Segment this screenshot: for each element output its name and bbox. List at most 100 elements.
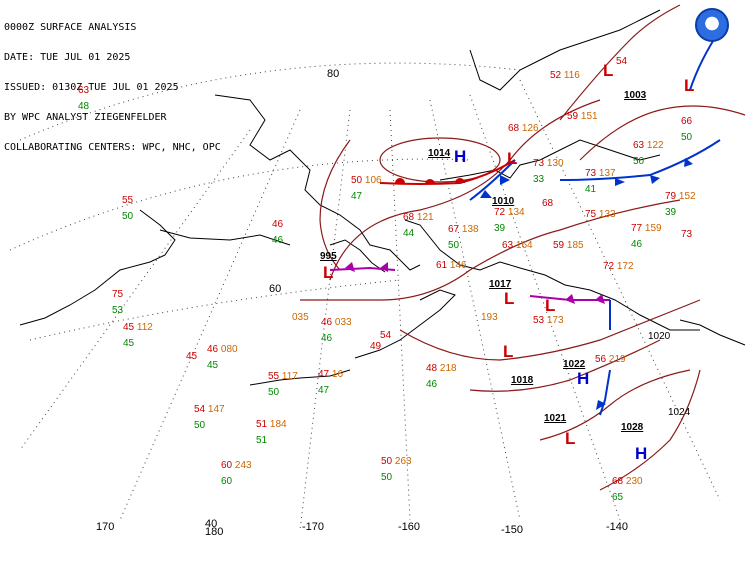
- station-dewpoint: 46: [321, 333, 333, 344]
- station-pressure: 116: [563, 70, 580, 81]
- graticule: [9, 62, 721, 531]
- station-pressure: 243: [234, 460, 252, 471]
- lon-label-minus140: -140: [606, 521, 629, 533]
- station-plot: 46 080 45: [207, 345, 238, 371]
- station-plot: 46 033 46: [321, 318, 352, 344]
- station-pressure: 159: [644, 223, 662, 234]
- station-pressure: 263: [394, 456, 412, 467]
- station-plot: 63 48: [78, 86, 89, 112]
- station-temp: 45: [123, 322, 135, 333]
- station-dewpoint: 46: [272, 235, 284, 246]
- station-plot: 63 122 50: [633, 141, 664, 167]
- station-pressure: 112: [136, 322, 153, 333]
- header-line-title: 0000Z SURFACE ANALYSIS: [4, 22, 137, 33]
- station-pressure: 121: [416, 212, 434, 223]
- station-plot: 53 173: [533, 316, 564, 326]
- station-plot: 45: [186, 352, 197, 362]
- station-temp: 59: [553, 240, 565, 251]
- high-pressure-symbol: H: [577, 369, 590, 388]
- station-pressure: 122: [646, 140, 664, 151]
- station-dewpoint: 46: [426, 379, 438, 390]
- station-dewpoint: 39: [494, 223, 506, 234]
- station-temp: 55: [122, 195, 134, 206]
- station-temp: 75: [585, 209, 597, 220]
- station-plot: 60 243 60: [221, 461, 252, 487]
- pressure-center-value: 995: [320, 251, 337, 262]
- station-plot: 73 130 33: [533, 159, 564, 185]
- station-dewpoint: 50: [194, 420, 206, 431]
- station-dewpoint: 46: [631, 239, 643, 250]
- station-plot: 75 133: [585, 210, 616, 220]
- header-line-centers: COLLABORATING CENTERS: WPC, NHC, OPC: [4, 142, 221, 153]
- station-plot: 75 53: [112, 290, 123, 316]
- station-temp: 73: [533, 158, 545, 169]
- low-pressure-symbol: L: [565, 429, 576, 448]
- isobar-label: 1024: [668, 407, 691, 418]
- station-pressure: 184: [269, 419, 287, 430]
- station-temp: 61: [436, 260, 448, 271]
- station-pressure: 219: [608, 354, 626, 365]
- station-temp: 68: [612, 476, 624, 487]
- station-temp: 59: [567, 111, 579, 122]
- station-plot: 73 137 41: [585, 169, 616, 195]
- station-dewpoint: 60: [221, 476, 233, 487]
- header-line-issued: ISSUED: 0130Z TUE JUL 01 2025: [4, 82, 179, 93]
- lon-label-180: 180: [205, 526, 224, 538]
- station-temp: 50: [351, 175, 363, 186]
- isobars: [299, 4, 746, 491]
- front-symbols: [345, 158, 693, 410]
- station-plot: 56 219: [595, 355, 626, 365]
- station-plot: 59 151: [567, 112, 598, 122]
- cold-front-line-3: [559, 139, 721, 181]
- station-plot: 72 172: [603, 262, 634, 272]
- station-temp: 68: [403, 212, 415, 223]
- station-plot: 55 50: [122, 196, 133, 222]
- station-plot: 67 138 50: [448, 225, 479, 251]
- lat-label-80: 80: [327, 68, 340, 80]
- lon-label-minus150: -150: [501, 524, 524, 536]
- station-plot: 50 106 47: [351, 176, 382, 202]
- lon-label-minus160: -160: [398, 521, 421, 533]
- low-pressure-symbol: L: [545, 296, 556, 315]
- station-temp: 63: [633, 140, 645, 151]
- station-temp: 50: [381, 456, 393, 467]
- station-dewpoint: 50: [681, 132, 693, 143]
- pressure-center-value: 1014: [428, 148, 451, 159]
- station-dewpoint: 45: [207, 360, 219, 371]
- station-pressure: 106: [364, 175, 382, 186]
- lon-label-minus170: -170: [302, 521, 325, 533]
- station-temp: 73: [681, 229, 693, 240]
- cold-front-line: [469, 159, 516, 201]
- station-plot: 49: [370, 342, 381, 352]
- station-temp: 48: [426, 363, 438, 374]
- station-temp: 45: [186, 351, 198, 362]
- station-plot: 68 230 65: [612, 477, 643, 503]
- station-plot: 50 263 50: [381, 457, 412, 483]
- station-pressure: 033: [334, 317, 352, 328]
- station-dewpoint: 39: [665, 207, 677, 218]
- header-line-date: DATE: TUE JUL 01 2025: [4, 52, 131, 63]
- station-pressure: 193: [481, 312, 498, 323]
- low-pressure-symbol: L: [323, 263, 334, 282]
- pressure-center-value: 1028: [621, 422, 644, 433]
- low-pressure-symbol: L: [507, 149, 518, 168]
- high-pressure-symbol: H: [635, 444, 648, 463]
- station-plot: 47 16 47: [318, 370, 343, 396]
- station-dewpoint: 47: [318, 385, 330, 396]
- station-pressure: 134: [507, 207, 525, 218]
- station-plot: 68: [542, 199, 553, 209]
- station-plot: 035: [292, 313, 309, 323]
- station-dewpoint: 50: [122, 211, 134, 222]
- station-plot: 72 134 39: [494, 208, 525, 234]
- low-pressure-symbol: L: [503, 342, 514, 361]
- station-dewpoint: 53: [112, 305, 124, 316]
- pressure-center-value: 1021: [544, 413, 567, 424]
- station-pressure: 16: [331, 369, 344, 380]
- station-temp: 54: [194, 404, 206, 415]
- station-temp: 52: [550, 70, 562, 81]
- station-temp: 68: [542, 198, 554, 209]
- station-temp: 79: [665, 191, 677, 202]
- station-plot: 55 117 50: [268, 372, 298, 398]
- station-dewpoint: 50: [633, 156, 645, 167]
